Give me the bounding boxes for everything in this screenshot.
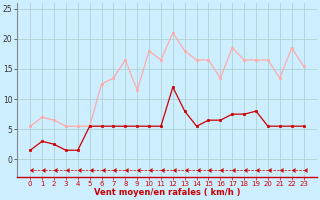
X-axis label: Vent moyen/en rafales ( km/h ): Vent moyen/en rafales ( km/h ) [94,188,240,197]
